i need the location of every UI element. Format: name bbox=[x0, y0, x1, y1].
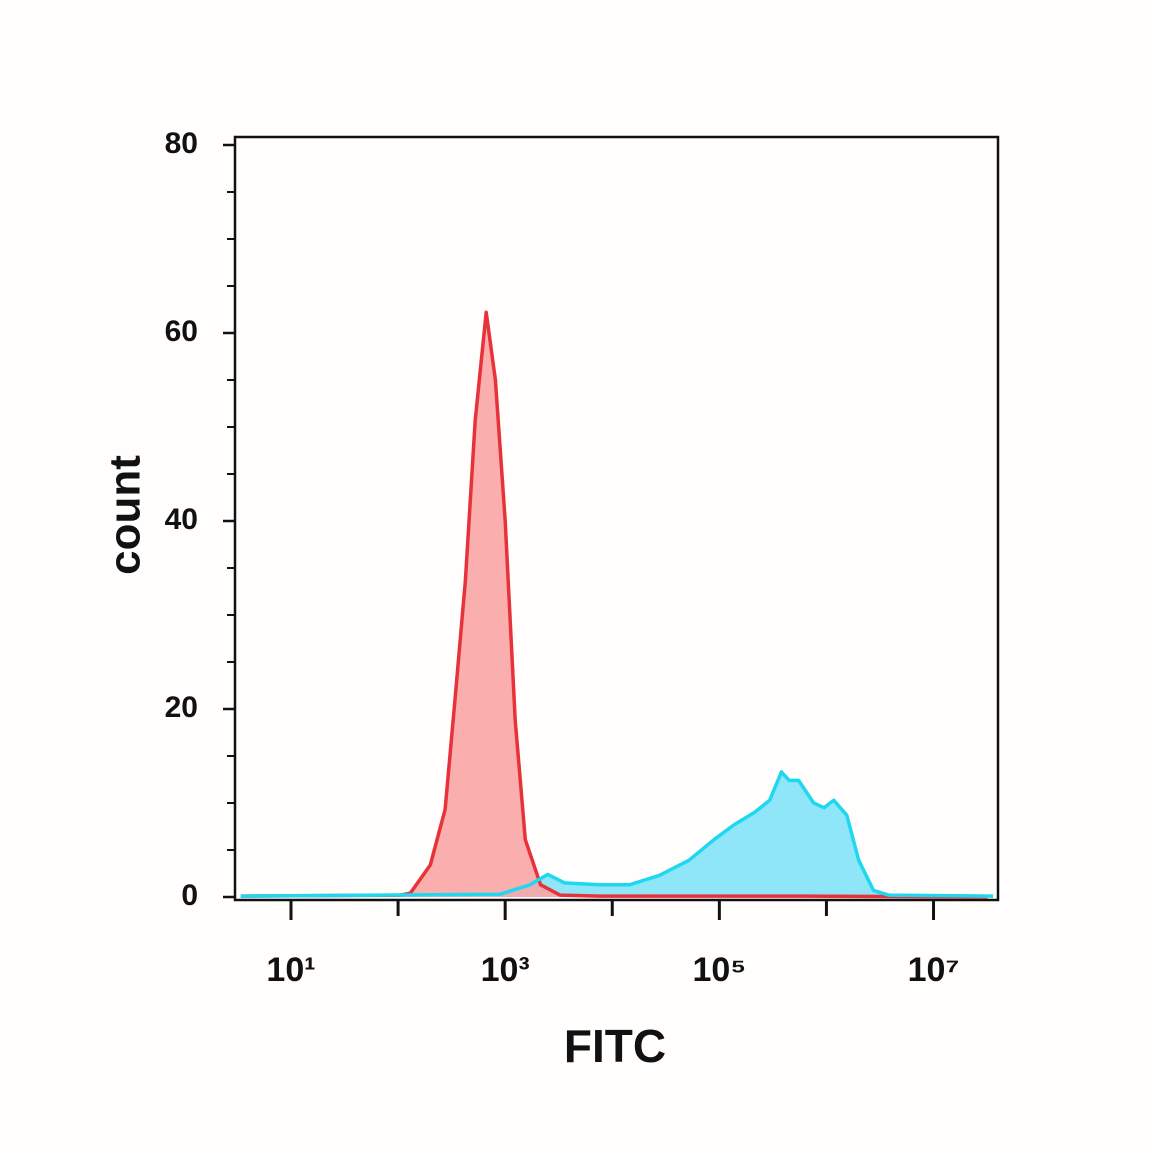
y-tick-label: 60 bbox=[165, 315, 198, 348]
y-axis-label: count bbox=[101, 455, 150, 575]
y-tick-label: 40 bbox=[165, 503, 198, 536]
x-axis-label: FITC bbox=[564, 1020, 666, 1072]
area-line bbox=[240, 310, 988, 899]
x-tick-label: 10³ bbox=[481, 951, 530, 989]
x-tick-label: 10⁷ bbox=[908, 951, 960, 989]
plot-frame bbox=[233, 135, 1000, 902]
y-tick-label: 0 bbox=[181, 879, 198, 912]
area-line bbox=[240, 770, 994, 898]
x-tick-label: 10⁵ bbox=[692, 951, 746, 989]
y-tick-label: 80 bbox=[165, 127, 198, 160]
x-tick-label: 10¹ bbox=[266, 951, 315, 989]
y-tick-label: 20 bbox=[165, 691, 198, 724]
area-fill bbox=[240, 772, 994, 897]
